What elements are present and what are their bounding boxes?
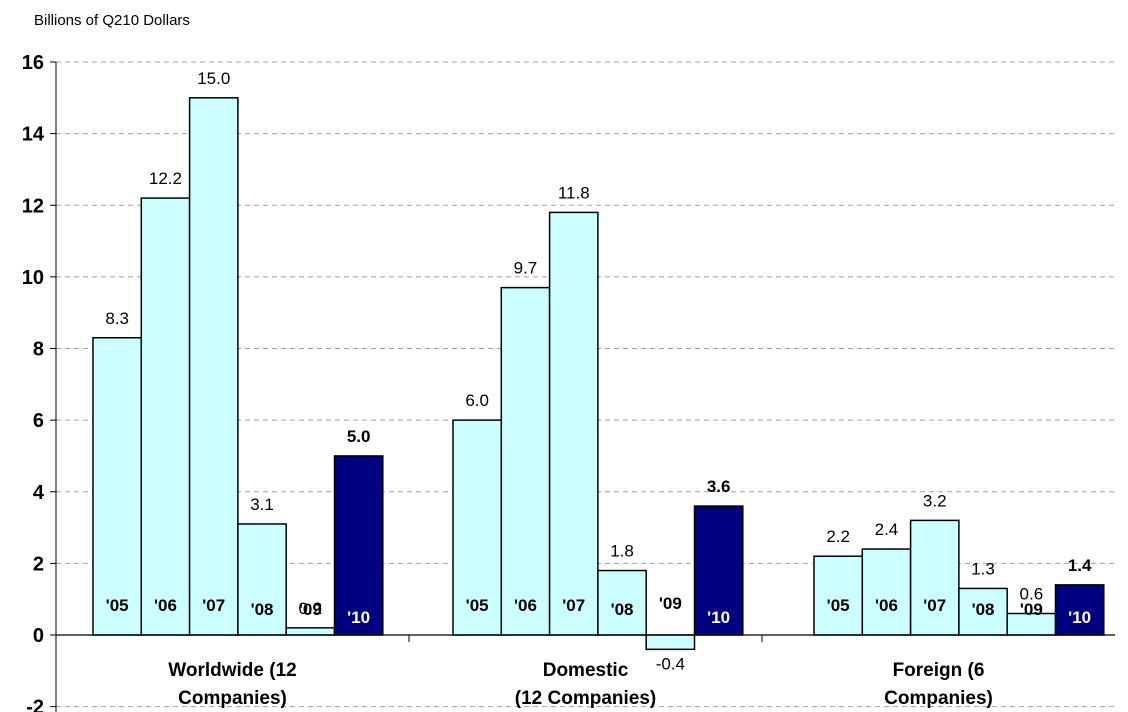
value-label: 5.0 — [347, 427, 371, 446]
value-label: 6.0 — [465, 391, 489, 410]
y-tick-label: 16 — [22, 52, 44, 74]
value-label: 0.6 — [1020, 585, 1044, 604]
category-label: Foreign (6 — [893, 660, 985, 681]
year-label: '06 — [875, 596, 898, 615]
year-label: '10 — [707, 608, 730, 627]
year-label: '09 — [659, 594, 682, 613]
bar — [140, 197, 191, 636]
value-label: 9.7 — [514, 259, 538, 278]
y-tick-label: 14 — [22, 124, 45, 146]
bar — [813, 555, 864, 636]
value-label: 1.3 — [971, 559, 995, 578]
year-label: '06 — [514, 596, 537, 615]
category-label: (12 Companies) — [515, 688, 656, 709]
value-label: -0.4 — [656, 654, 685, 673]
value-label: 12.2 — [149, 169, 182, 188]
category-label: Worldwide (12 — [168, 660, 296, 681]
value-label: 8.3 — [105, 309, 129, 328]
bar — [645, 634, 696, 651]
y-tick-label: 12 — [22, 195, 44, 217]
year-label: '07 — [562, 596, 585, 615]
value-label: 3.6 — [707, 477, 731, 496]
bar — [188, 97, 239, 636]
y-tick-label: 10 — [22, 267, 44, 289]
year-label: '09 — [1020, 600, 1043, 619]
value-label: 1.8 — [610, 542, 634, 561]
bar — [500, 286, 551, 636]
year-label: '09 — [299, 600, 322, 619]
y-axis-title: Billions of Q210 Dollars — [34, 12, 190, 29]
year-label: '07 — [202, 596, 225, 615]
bar — [333, 455, 384, 636]
year-label: '10 — [347, 608, 370, 627]
value-label: 1.4 — [1068, 556, 1092, 575]
year-label: '07 — [923, 596, 946, 615]
bar — [597, 569, 647, 636]
category-label: Companies) — [178, 688, 287, 709]
y-tick-label: -2 — [26, 697, 44, 712]
category-label: Domestic — [543, 660, 629, 681]
bar — [548, 211, 599, 636]
category-label: Companies) — [884, 688, 993, 709]
year-label: '08 — [972, 600, 995, 619]
value-label: 3.2 — [923, 491, 947, 510]
value-label: 2.2 — [826, 527, 850, 546]
y-tick-label: 4 — [33, 482, 45, 504]
y-tick-label: 0 — [33, 625, 44, 647]
year-label: '08 — [251, 600, 274, 619]
year-label: '08 — [611, 600, 634, 619]
y-tick-label: 8 — [33, 339, 44, 361]
value-label: 11.8 — [558, 183, 590, 202]
bar — [1054, 584, 1105, 636]
value-label: 15.0 — [197, 69, 230, 88]
bar — [909, 519, 960, 636]
value-label: 0.2 — [299, 599, 323, 618]
year-label: '06 — [154, 596, 177, 615]
value-label: 3.1 — [250, 495, 274, 514]
y-tick-label: 2 — [33, 553, 44, 575]
year-label: '10 — [1068, 608, 1091, 627]
year-label: '05 — [466, 596, 489, 615]
bar — [861, 548, 912, 636]
bar — [958, 587, 1008, 636]
year-label: '05 — [827, 596, 850, 615]
bar — [92, 337, 143, 636]
bar — [285, 627, 336, 636]
y-tick-label: 6 — [33, 410, 44, 432]
bar — [237, 523, 287, 636]
year-label: '05 — [106, 596, 129, 615]
value-label: 2.4 — [875, 520, 899, 539]
